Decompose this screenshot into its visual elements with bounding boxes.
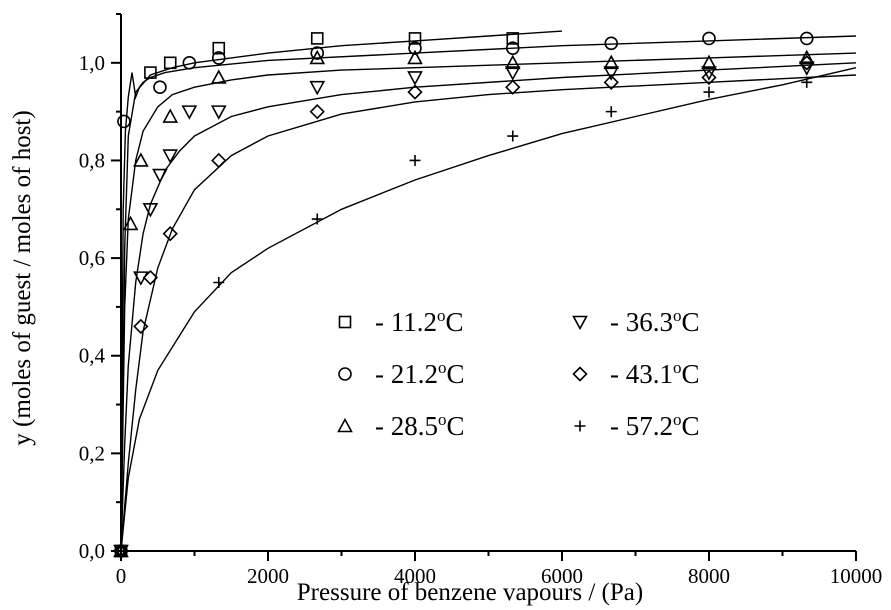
data-point <box>701 54 717 70</box>
data-point <box>213 277 225 288</box>
data-point <box>162 226 178 242</box>
data-point <box>210 105 227 120</box>
x-tick-label: 4000 <box>394 564 436 588</box>
data-point <box>182 56 197 70</box>
data-point <box>505 79 521 95</box>
data-point <box>703 86 715 98</box>
data-point <box>505 41 520 55</box>
data-point <box>162 149 179 164</box>
fit-curve <box>120 67 857 552</box>
x-tick-label: 8000 <box>688 564 730 588</box>
data-point <box>702 31 716 46</box>
data-point <box>603 74 619 90</box>
axes: 0 2000 4000 6000 8000 10000 0,0 0,2 0,4 0,6 0,8 1,0 <box>79 13 883 588</box>
data-point <box>122 215 139 231</box>
legend-label: - 57.2oC <box>610 410 700 441</box>
data-point <box>310 32 324 45</box>
data-point <box>162 108 179 123</box>
data-point <box>506 32 520 45</box>
legend-marker <box>338 315 352 329</box>
x-tick-label: 10000 <box>830 564 883 588</box>
data-point <box>153 80 167 95</box>
data-point <box>311 213 323 225</box>
data-markers <box>113 31 815 560</box>
data-point <box>407 84 423 100</box>
data-point <box>507 130 519 142</box>
data-point <box>309 49 326 65</box>
data-point <box>115 545 127 557</box>
legend-label: - 11.2oC <box>375 306 464 337</box>
legend-marker <box>338 367 352 381</box>
data-point <box>181 105 198 120</box>
x-axis-title: Pressure of benzene vapours / (Pa) <box>297 579 643 606</box>
legend-marker <box>337 417 353 433</box>
data-point <box>210 69 227 84</box>
data-point <box>113 543 129 559</box>
data-point <box>144 66 157 79</box>
y-tick-label: 0,6 <box>79 246 105 270</box>
data-point <box>163 56 177 70</box>
y-tick-label: 0,4 <box>79 344 106 368</box>
data-point <box>212 41 226 55</box>
data-point <box>798 49 815 65</box>
legend-label: - 36.3oC <box>610 306 700 337</box>
y-tick-label: 1,0 <box>79 51 105 75</box>
fit-curve <box>120 30 563 552</box>
y-tick-label: 0,0 <box>79 539 105 563</box>
data-point <box>211 51 226 65</box>
x-tick-label: 0 <box>116 564 127 588</box>
data-point <box>407 49 423 65</box>
data-point <box>409 154 421 166</box>
fit-curve <box>120 52 857 552</box>
x-tick-label: 6000 <box>541 564 583 588</box>
data-point <box>142 269 159 286</box>
legend-label: - 28.5oC <box>375 410 465 441</box>
y-axis-title: y (moles of guest / moles of host) <box>9 110 36 445</box>
data-point <box>799 55 815 71</box>
legend-marker <box>572 315 588 331</box>
fit-curves <box>120 30 857 552</box>
data-point <box>701 69 717 86</box>
data-point <box>310 46 325 60</box>
data-point <box>133 152 149 167</box>
legend-marker <box>574 420 586 432</box>
data-point <box>133 318 149 335</box>
data-point <box>408 41 422 55</box>
data-point <box>604 36 619 51</box>
data-point <box>117 114 131 129</box>
data-point <box>603 66 620 81</box>
data-point <box>798 61 815 76</box>
data-point <box>309 104 325 120</box>
y-tick-label: 0,8 <box>79 148 105 172</box>
fit-curve <box>120 74 857 552</box>
data-point <box>801 76 813 88</box>
data-point <box>605 106 617 118</box>
legend-marker <box>572 366 588 382</box>
data-point <box>407 71 423 86</box>
data-point <box>142 202 159 218</box>
x-tick-label: 2000 <box>247 564 289 588</box>
data-point <box>309 80 326 96</box>
data-point <box>799 31 814 46</box>
y-tick-label: 0,2 <box>79 441 105 465</box>
data-point <box>504 66 521 81</box>
legend-label: - 43.1oC <box>610 358 700 389</box>
data-point <box>152 168 168 184</box>
data-point <box>701 66 717 81</box>
data-point <box>211 152 227 169</box>
fit-curve <box>120 35 857 552</box>
legend-label: - 21.2oC <box>375 358 465 389</box>
data-point <box>408 32 422 45</box>
fit-curve <box>120 62 857 552</box>
data-point <box>603 54 620 70</box>
legend: - 11.2oC - 21.2oC - 28.5oC - 36.3oC - 43.1oC… <box>337 306 700 441</box>
data-point <box>504 54 521 70</box>
